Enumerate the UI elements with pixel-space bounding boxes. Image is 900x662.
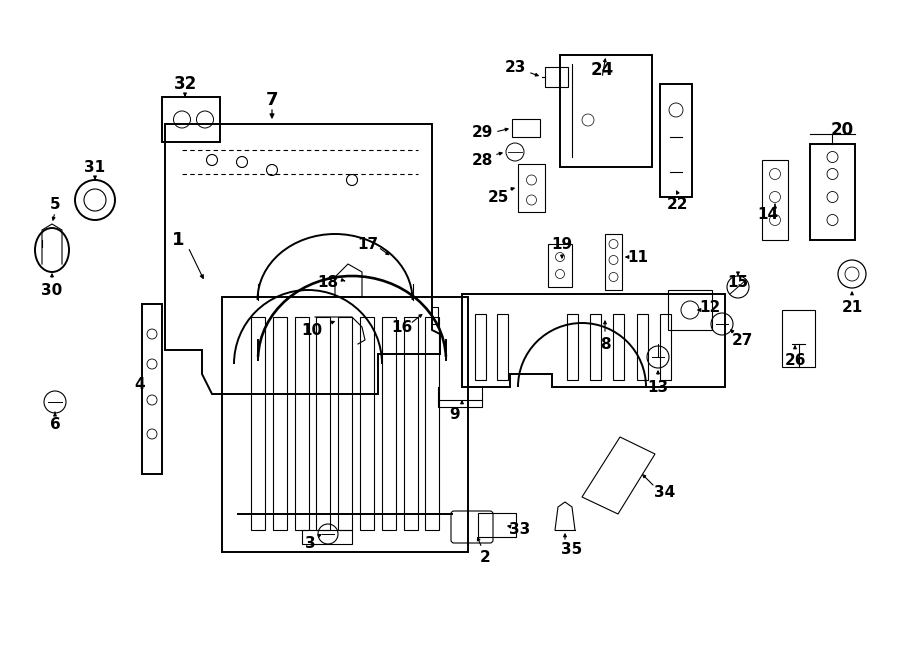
Text: 29: 29 <box>472 124 492 140</box>
Text: 19: 19 <box>552 236 572 252</box>
Text: 14: 14 <box>758 207 778 222</box>
Text: 31: 31 <box>85 160 105 175</box>
Text: 1: 1 <box>172 231 184 249</box>
Text: 22: 22 <box>667 197 688 211</box>
Text: 4: 4 <box>135 377 145 391</box>
Text: 26: 26 <box>784 352 806 367</box>
Text: 35: 35 <box>562 542 582 557</box>
Text: 34: 34 <box>654 485 676 500</box>
Text: 9: 9 <box>450 406 460 422</box>
Text: 28: 28 <box>472 152 492 167</box>
Text: 6: 6 <box>50 416 60 432</box>
Text: 16: 16 <box>392 320 412 334</box>
Text: 32: 32 <box>174 75 196 93</box>
Text: 8: 8 <box>599 336 610 352</box>
Text: 3: 3 <box>305 536 315 551</box>
Text: 13: 13 <box>647 379 669 395</box>
Text: 2: 2 <box>480 549 491 565</box>
Text: 7: 7 <box>266 91 278 109</box>
Text: 30: 30 <box>41 283 63 297</box>
Text: 11: 11 <box>627 250 649 265</box>
Text: 33: 33 <box>509 522 531 538</box>
Text: 18: 18 <box>318 275 338 289</box>
Text: 17: 17 <box>357 236 379 252</box>
Text: 12: 12 <box>699 299 721 314</box>
Text: 10: 10 <box>302 322 322 338</box>
Text: 5: 5 <box>50 197 60 211</box>
Text: 23: 23 <box>504 60 526 75</box>
Text: 24: 24 <box>590 61 614 79</box>
Text: 15: 15 <box>727 275 749 289</box>
Text: 25: 25 <box>487 189 508 205</box>
Text: 20: 20 <box>831 121 853 139</box>
Text: 21: 21 <box>842 299 862 314</box>
Text: 27: 27 <box>732 332 752 348</box>
